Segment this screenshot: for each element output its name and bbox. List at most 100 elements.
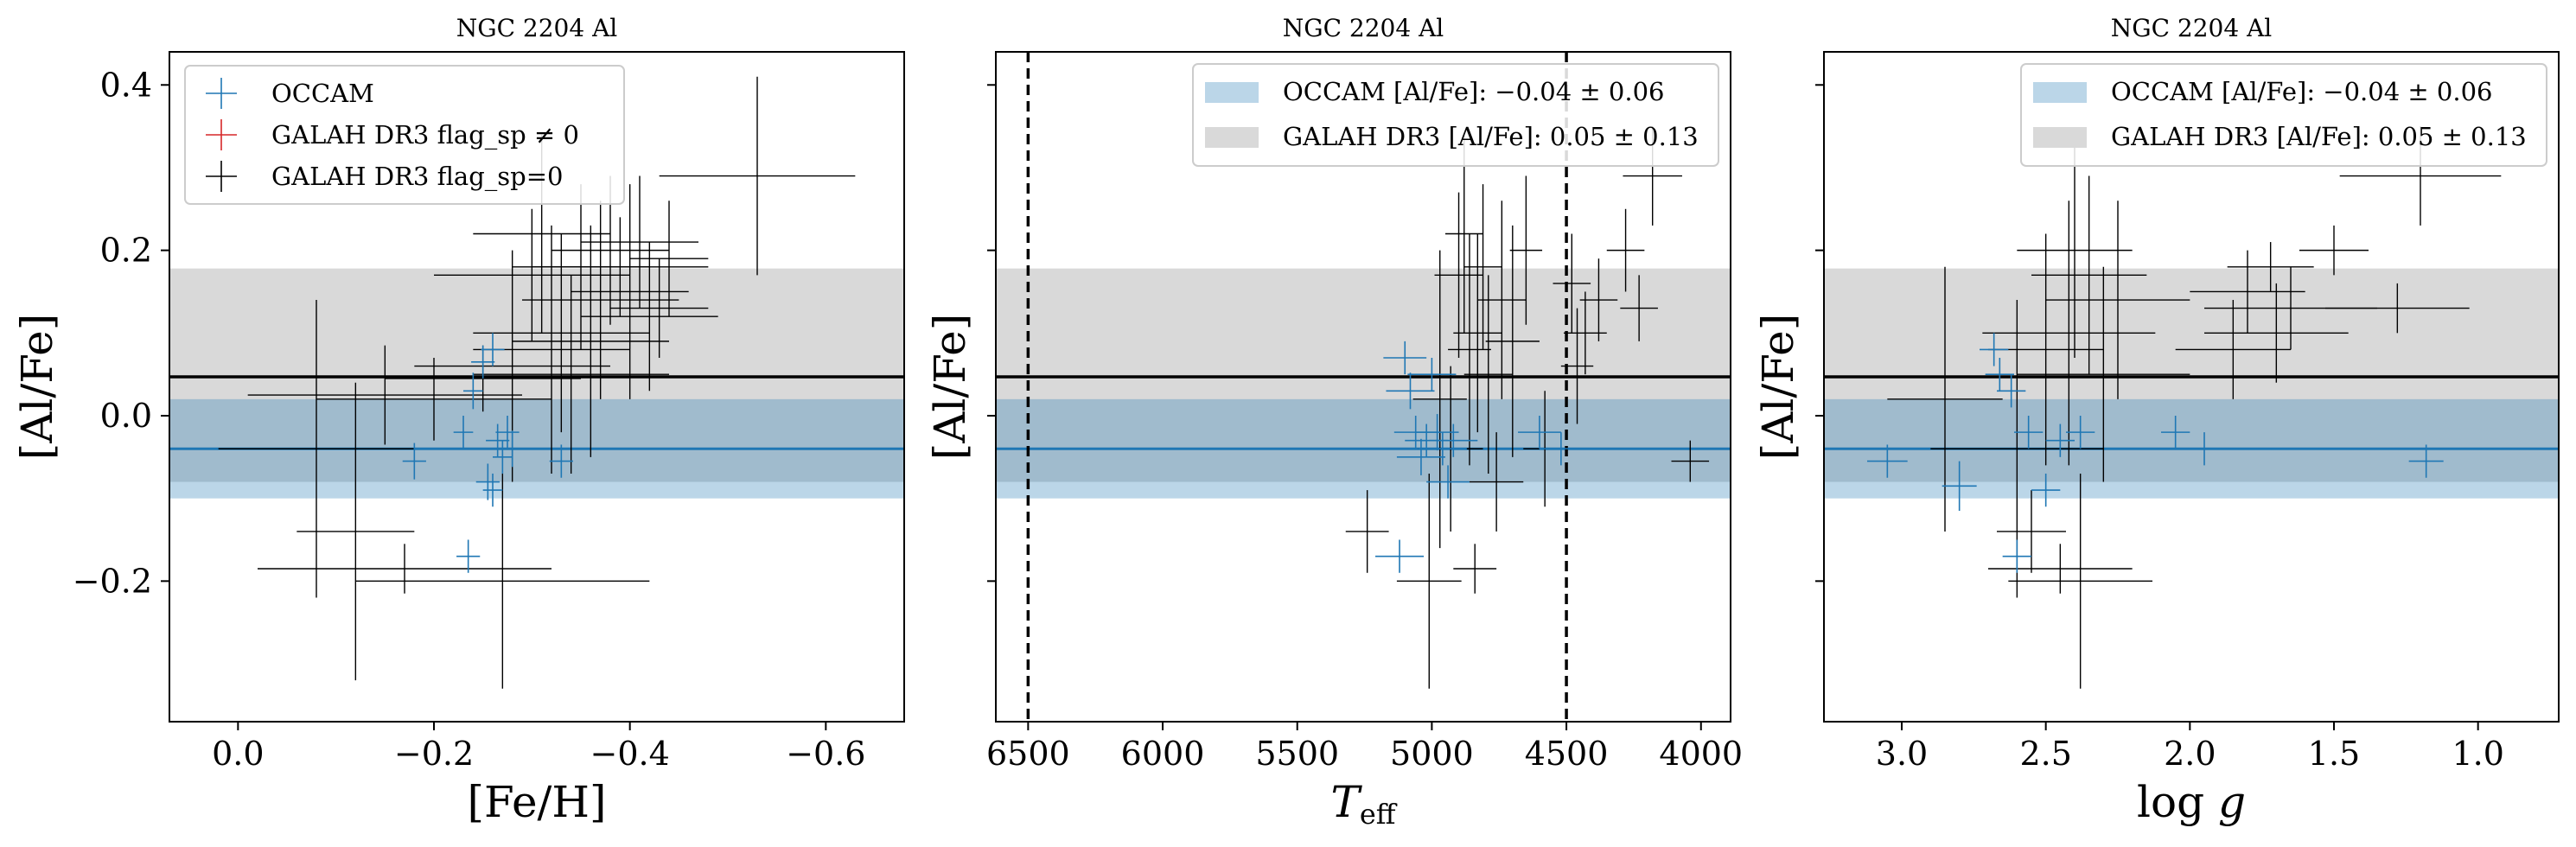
- legend-swatch: [2033, 127, 2087, 148]
- galah-point: [2045, 201, 2190, 399]
- galah-point: [2299, 225, 2369, 276]
- occam-point: [1539, 432, 1583, 466]
- x-tick-label: 4000: [1659, 735, 1743, 773]
- legend-box: [184, 65, 625, 205]
- galah-point: [1563, 291, 1607, 375]
- panel-2: 6500 6000 5500 5000 4500 4000 NGC 2204 Al [Al/F…: [925, 14, 1743, 831]
- x-tick-label: −0.2: [394, 735, 474, 773]
- galah-point: [2031, 175, 2147, 375]
- occam-point: [2190, 432, 2219, 466]
- occam-point: [1518, 415, 1561, 449]
- x-tick-label: 1.0: [2452, 735, 2503, 773]
- occam-point: [2045, 424, 2075, 457]
- galah-point: [610, 258, 709, 359]
- galah-point: [1988, 544, 2133, 594]
- plot-area: [1824, 126, 2559, 689]
- x-axis-label: [Fe/H]: [467, 777, 606, 827]
- occam-point: [1997, 374, 2026, 408]
- legend-swatch: [1205, 127, 1259, 148]
- galah-point: [522, 201, 679, 399]
- x-tick-label: 2.0: [2164, 735, 2216, 773]
- occam-point: [1396, 438, 1445, 475]
- occam-point: [1375, 539, 1425, 573]
- panel-title: NGC 2204 Al: [456, 14, 618, 42]
- axes-frame: [1823, 51, 2560, 723]
- occam-point: [2161, 415, 2190, 449]
- plot-area: [996, 52, 1731, 722]
- galah-mean-band: [1824, 268, 2559, 482]
- occam-point: [1415, 414, 1459, 451]
- y-tick-label: 0.0: [100, 397, 152, 435]
- galah-point: [1982, 201, 2156, 466]
- legend: OCCAM [Al/Fe]: −0.04 ± 0.06 GALAH DR3 [Al…: [1192, 63, 1719, 167]
- galah-point: [247, 345, 522, 445]
- galah-mean-band: [996, 268, 1731, 482]
- occam-point: [456, 539, 481, 573]
- y-axis-label: [Al/Fe]: [1753, 314, 1803, 461]
- occam-point: [463, 373, 483, 410]
- occam-point: [1418, 432, 1467, 466]
- legend: OCCAM [Al/Fe]: −0.04 ± 0.06 GALAH DR3 [Al…: [2020, 63, 2547, 167]
- occam-point: [402, 443, 426, 480]
- legend-swatch: [1205, 82, 1259, 103]
- galah-point: [258, 544, 552, 594]
- x-tick-label: 6500: [986, 735, 1070, 773]
- legend-label: OCCAM [Al/Fe]: −0.04 ± 0.06: [1283, 77, 1665, 106]
- galah-point: [629, 201, 709, 317]
- x-tick-label: 4500: [1525, 735, 1609, 773]
- occam-point: [475, 463, 500, 500]
- plot-area: [169, 76, 904, 689]
- galah-point: [1485, 225, 1540, 457]
- axes-frame: [995, 51, 1731, 723]
- legend-label: GALAH DR3 [Al/Fe]: 0.05 ± 0.13: [2111, 122, 2527, 151]
- occam-point: [486, 424, 510, 457]
- x-tick-label: 5000: [1390, 735, 1474, 773]
- galah-point: [218, 300, 415, 598]
- galah-point: [1671, 440, 1710, 482]
- y-tick-label: 0.2: [100, 232, 152, 270]
- galah-point: [2204, 283, 2349, 383]
- legend-box: [1192, 63, 1719, 167]
- galah-mean-band: [169, 268, 904, 482]
- legend-box: [2020, 63, 2547, 167]
- galah-point: [1453, 544, 1497, 594]
- occam-point: [502, 430, 522, 468]
- y-tick-label: −0.2: [73, 562, 152, 600]
- galah-point: [1477, 201, 1527, 399]
- galah-point: [1412, 250, 1467, 549]
- galah-point: [1396, 473, 1462, 689]
- galah-point: [2017, 143, 2133, 359]
- galah-point: [1434, 192, 1483, 359]
- galah-point: [1579, 258, 1618, 341]
- occam-point: [2408, 444, 2444, 478]
- galah-point: [355, 473, 650, 689]
- galah-point: [2008, 473, 2152, 689]
- occam-point: [1867, 444, 1908, 478]
- axes-frame: [169, 51, 905, 723]
- x-tick-label: 6000: [1121, 735, 1205, 773]
- galah-point: [2017, 266, 2190, 482]
- y-tick-label: 0.4: [100, 66, 152, 104]
- legend-label: GALAH DR3 [Al/Fe]: 0.05 ± 0.13: [1283, 122, 1699, 151]
- galah-point: [2175, 300, 2291, 399]
- galah-point: [1444, 134, 1483, 334]
- legend-label: GALAH DR3 flag_sp=0: [271, 162, 563, 192]
- occam-point: [495, 415, 520, 449]
- x-axis-label: Teff: [1330, 777, 1397, 831]
- x-tick-label: 1.5: [2308, 735, 2360, 773]
- galah-point: [1553, 233, 1591, 334]
- galah-point: [1560, 308, 1594, 424]
- occam-point: [2066, 415, 2095, 449]
- occam-point: [1942, 461, 1977, 512]
- x-tick-label: 2.5: [2019, 735, 2071, 773]
- galah-point: [1463, 275, 1513, 474]
- x-tick-label: 3.0: [1876, 735, 1928, 773]
- galah-point: [532, 217, 709, 317]
- galah-point: [1887, 266, 2003, 532]
- galah-point: [1345, 490, 1389, 573]
- legend-label: OCCAM: [271, 79, 374, 108]
- galah-point: [1469, 432, 1524, 532]
- x-tick-label: −0.4: [590, 735, 670, 773]
- y-axis-label: [Al/Fe]: [925, 314, 975, 461]
- galah-point: [1509, 175, 1543, 325]
